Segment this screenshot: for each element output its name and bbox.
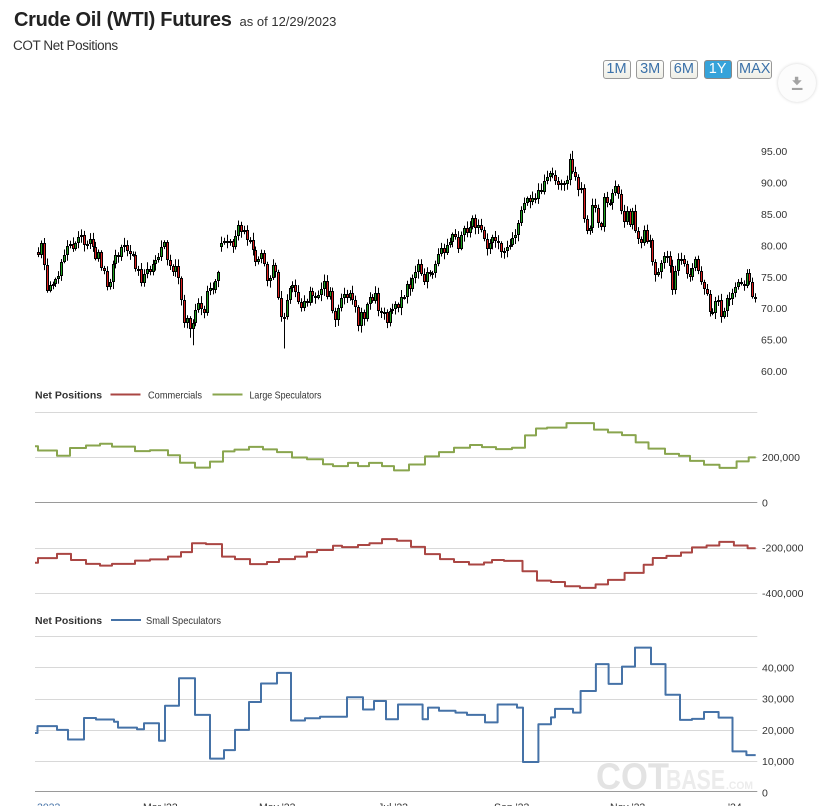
svg-text:BASE: BASE bbox=[666, 764, 725, 795]
svg-text:70.00: 70.00 bbox=[761, 303, 787, 315]
svg-text:0: 0 bbox=[762, 497, 768, 509]
svg-text:-200,000: -200,000 bbox=[762, 543, 804, 555]
svg-text:Jul '23: Jul '23 bbox=[378, 802, 408, 806]
svg-text:.COM: .COM bbox=[726, 780, 753, 792]
svg-text:COT: COT bbox=[596, 756, 669, 797]
svg-text:'24: '24 bbox=[728, 802, 742, 806]
svg-text:80.00: 80.00 bbox=[761, 240, 787, 252]
svg-text:200,000: 200,000 bbox=[762, 452, 800, 464]
svg-text:May '23: May '23 bbox=[259, 802, 296, 806]
svg-text:2023: 2023 bbox=[37, 802, 61, 806]
svg-text:Net Positions: Net Positions bbox=[35, 615, 102, 627]
svg-text:Large Speculators: Large Speculators bbox=[250, 390, 322, 402]
svg-text:30,000: 30,000 bbox=[762, 694, 794, 706]
svg-text:75.00: 75.00 bbox=[761, 272, 787, 284]
svg-text:Sep '23: Sep '23 bbox=[494, 802, 529, 806]
svg-text:85.00: 85.00 bbox=[761, 209, 787, 221]
svg-text:90.00: 90.00 bbox=[761, 178, 787, 190]
svg-text:Small Speculators: Small Speculators bbox=[146, 615, 221, 627]
svg-text:60.00: 60.00 bbox=[761, 366, 787, 378]
svg-text:Mar '23: Mar '23 bbox=[143, 802, 178, 806]
svg-text:40,000: 40,000 bbox=[762, 662, 794, 674]
svg-text:10,000: 10,000 bbox=[762, 756, 794, 768]
svg-text:Nov '23: Nov '23 bbox=[610, 802, 645, 806]
svg-text:95.00: 95.00 bbox=[761, 146, 787, 158]
svg-text:Commercials: Commercials bbox=[148, 390, 202, 402]
svg-text:65.00: 65.00 bbox=[761, 335, 787, 347]
svg-text:Net Positions: Net Positions bbox=[35, 390, 102, 402]
svg-text:0: 0 bbox=[762, 787, 768, 799]
svg-text:20,000: 20,000 bbox=[762, 725, 794, 737]
svg-text:-400,000: -400,000 bbox=[762, 588, 804, 600]
